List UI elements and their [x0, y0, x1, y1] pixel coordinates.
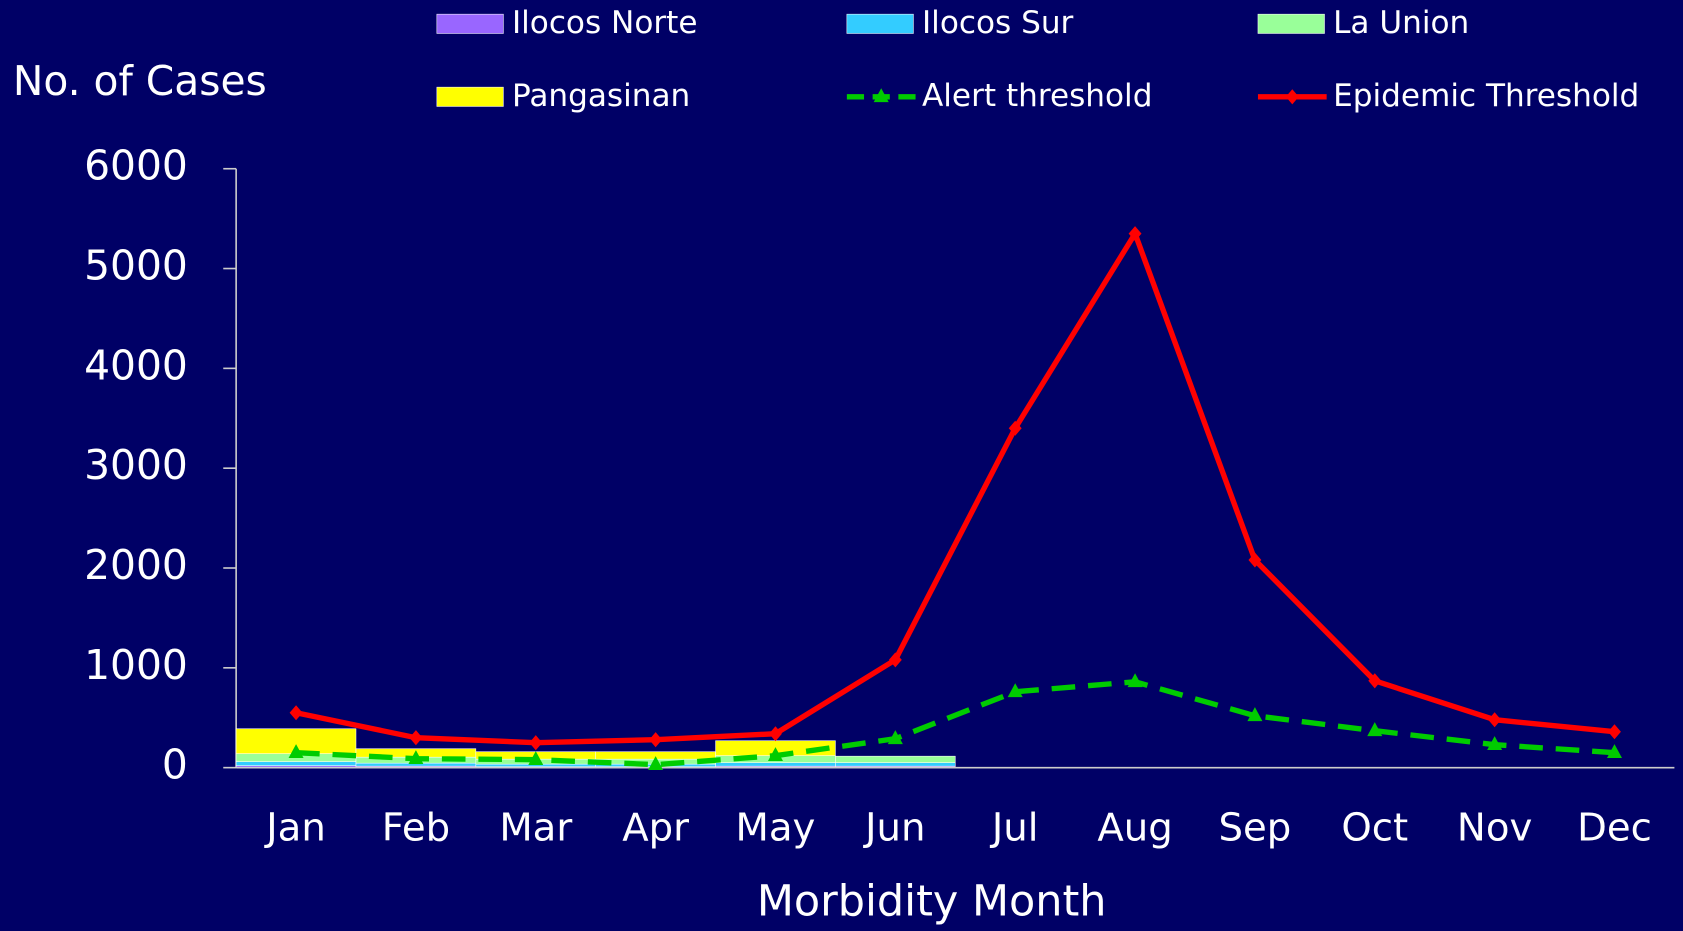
legend-swatch: [1257, 13, 1325, 34]
legend-label: Epidemic Threshold: [1333, 78, 1639, 114]
y-tick-label: 0: [162, 741, 188, 789]
point-marker: [289, 705, 303, 721]
x-tick-label: Nov: [1457, 805, 1532, 850]
bar-segment: [235, 761, 357, 766]
legend-label: Ilocos Norte: [512, 5, 698, 41]
x-tick-label: Feb: [382, 805, 450, 850]
x-tick-label: Aug: [1097, 805, 1172, 850]
point-marker: [888, 652, 902, 668]
point-marker: [887, 730, 903, 745]
legend-swatch: [436, 86, 504, 107]
line-series: [295, 679, 1615, 768]
legend-marker: [873, 88, 889, 103]
x-tick-label: Mar: [499, 805, 572, 850]
point-marker: [1008, 420, 1022, 436]
bar-segment: [835, 755, 956, 763]
x-tick-label: Jun: [863, 805, 925, 850]
x-tick-label: Dec: [1577, 805, 1652, 850]
bar-segment: [715, 762, 836, 767]
y-tick-label: 1000: [84, 641, 188, 689]
point-marker: [288, 744, 304, 759]
point-marker: [769, 726, 782, 742]
x-tick-label: Jul: [990, 805, 1039, 850]
x-axis-label: Morbidity Month: [757, 876, 1107, 926]
point-marker: [528, 751, 544, 766]
point-marker: [767, 747, 784, 762]
point-marker: [648, 756, 664, 771]
x-tick-label: Jan: [264, 805, 326, 850]
legend-label: Pangasinan: [512, 78, 690, 114]
point-marker: [1127, 673, 1143, 688]
line-series: [295, 227, 1615, 746]
legend-swatch: [846, 13, 914, 34]
point-marker: [1247, 707, 1263, 722]
point-marker: [1487, 736, 1503, 751]
point-marker: [1367, 722, 1383, 737]
point-marker: [1606, 744, 1622, 759]
x-tick-label: May: [736, 805, 816, 850]
point-marker: [529, 735, 543, 751]
legend-label: Ilocos Sur: [922, 5, 1074, 41]
point-marker: [1608, 724, 1621, 740]
legend-label: La Union: [1333, 5, 1469, 41]
y-tick-label: 2000: [84, 541, 188, 589]
point-marker: [409, 730, 423, 746]
y-tick-label: 3000: [84, 441, 188, 489]
point-marker: [1488, 712, 1502, 728]
legend-swatch: [436, 13, 504, 34]
point-marker: [1007, 683, 1023, 698]
y-tick-label: 6000: [84, 142, 188, 190]
x-tick-label: Apr: [622, 805, 689, 850]
point-marker: [649, 732, 663, 748]
point-marker: [408, 750, 424, 765]
legend-label: Alert threshold: [922, 78, 1152, 114]
y-tick-label: 4000: [84, 341, 188, 389]
y-tick-label: 5000: [84, 242, 188, 290]
legend-marker: [1285, 89, 1299, 105]
y-axis-label: No. of Cases: [13, 57, 267, 105]
x-tick-label: Sep: [1219, 805, 1292, 850]
x-tick-label: Oct: [1341, 805, 1408, 850]
bar-segment: [835, 762, 956, 767]
